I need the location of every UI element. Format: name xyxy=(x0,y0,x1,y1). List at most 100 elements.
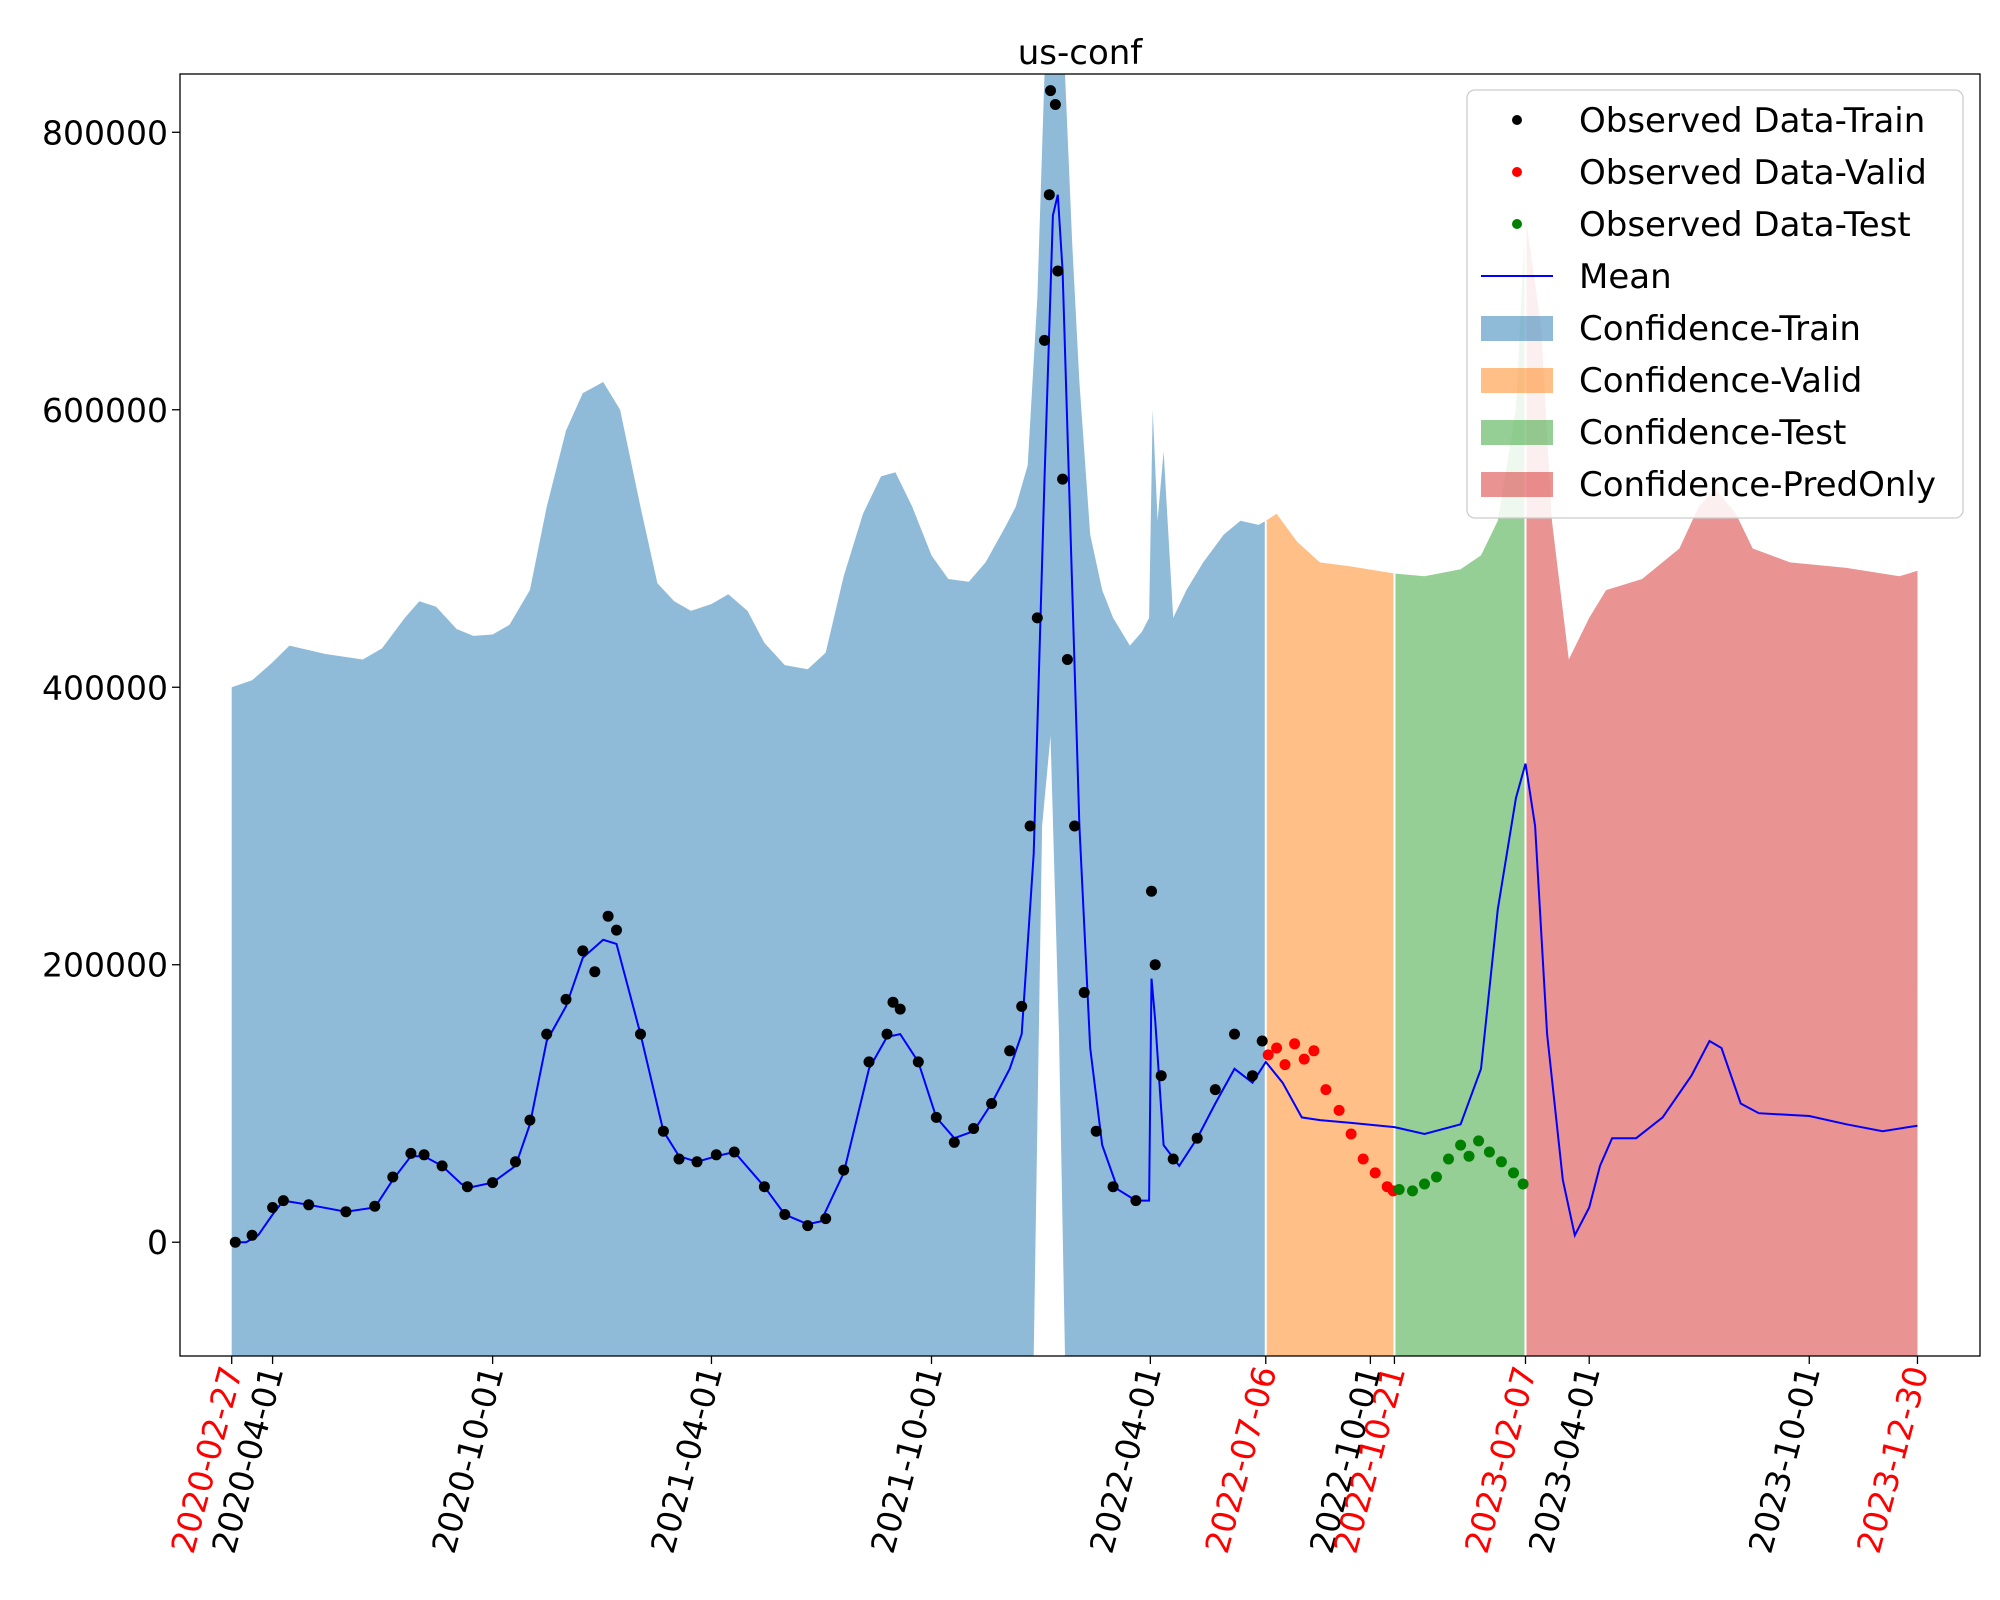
train-point xyxy=(1229,1028,1240,1040)
valid-point xyxy=(1308,1045,1320,1057)
legend-item: Confidence-Train xyxy=(1481,309,1861,349)
test-point xyxy=(1483,1146,1495,1158)
confidence-valid-band xyxy=(1265,513,1395,1356)
legend-item: Confidence-Valid xyxy=(1481,361,1862,401)
train-point xyxy=(635,1028,646,1040)
legend-label: Observed Data-Valid xyxy=(1579,153,1927,193)
x-tick-label: 2023-12-30 xyxy=(1849,1362,1936,1557)
train-point xyxy=(1191,1132,1203,1144)
train-point xyxy=(986,1098,998,1109)
train-point xyxy=(912,1056,924,1068)
train-point xyxy=(369,1200,381,1212)
train-point xyxy=(710,1149,722,1161)
x-tick-label: 2021-10-01 xyxy=(863,1362,950,1557)
train-point xyxy=(1256,1035,1268,1047)
train-point xyxy=(881,1028,893,1040)
train-point xyxy=(418,1149,430,1161)
confidence-train-band xyxy=(231,74,1266,1356)
train-point xyxy=(589,966,601,978)
train-point xyxy=(436,1160,448,1172)
valid-point xyxy=(1357,1153,1369,1165)
train-point xyxy=(1045,85,1056,97)
train-point xyxy=(968,1123,980,1134)
train-point xyxy=(577,945,589,957)
confidence-bands xyxy=(231,74,1918,1356)
test-point xyxy=(1455,1139,1467,1151)
legend-swatch xyxy=(1481,316,1553,341)
test-point xyxy=(1495,1156,1507,1168)
train-point xyxy=(1049,99,1061,110)
test-point xyxy=(1473,1135,1485,1147)
train-point xyxy=(246,1229,258,1241)
train-point xyxy=(673,1153,685,1165)
train-point xyxy=(229,1236,241,1248)
test-point xyxy=(1419,1178,1430,1190)
train-point xyxy=(1107,1181,1119,1193)
train-point xyxy=(1061,654,1073,665)
train-point xyxy=(1069,820,1081,832)
train-point xyxy=(1052,265,1064,277)
train-point xyxy=(340,1206,352,1218)
train-point xyxy=(887,996,899,1008)
legend-marker xyxy=(1512,167,1522,177)
train-point xyxy=(487,1177,499,1189)
train-point xyxy=(1149,959,1161,971)
train-point xyxy=(277,1195,289,1207)
train-point xyxy=(894,1003,906,1015)
train-point xyxy=(863,1056,875,1068)
valid-point xyxy=(1289,1038,1301,1050)
train-point xyxy=(541,1028,553,1040)
legend-swatch xyxy=(1481,420,1553,445)
train-point xyxy=(838,1164,850,1176)
test-point xyxy=(1393,1184,1405,1195)
train-point xyxy=(560,993,572,1005)
legend-label: Confidence-PredOnly xyxy=(1579,465,1936,505)
train-point xyxy=(728,1146,740,1158)
train-point xyxy=(820,1213,832,1225)
legend-label: Observed Data-Test xyxy=(1579,205,1911,245)
y-axis: 0 200000 400000 600000 800000 xyxy=(42,113,180,1262)
legend-label: Mean xyxy=(1579,257,1672,297)
valid-point xyxy=(1279,1059,1291,1071)
train-point xyxy=(1039,334,1050,346)
test-point xyxy=(1508,1167,1519,1179)
train-point xyxy=(657,1125,669,1137)
legend-swatch xyxy=(1481,368,1553,393)
test-point xyxy=(1463,1150,1475,1162)
legend-marker xyxy=(1512,219,1522,229)
legend-item: Confidence-PredOnly xyxy=(1481,465,1936,505)
y-tick-label: 800000 xyxy=(42,113,168,152)
x-tick-label: 2022-07-06 xyxy=(1197,1362,1284,1557)
train-point xyxy=(691,1156,703,1168)
plot-frame xyxy=(179,73,1981,1357)
train-point xyxy=(948,1136,960,1148)
test-point xyxy=(1443,1153,1454,1165)
x-tick-label: 2022-04-01 xyxy=(1082,1362,1169,1557)
train-point xyxy=(802,1220,814,1232)
train-point xyxy=(461,1181,473,1193)
train-point xyxy=(779,1209,791,1220)
train-point xyxy=(1031,612,1043,624)
train-point xyxy=(1057,473,1069,485)
mean-line xyxy=(231,194,1918,1244)
train-point xyxy=(602,910,614,922)
train-point xyxy=(1130,1195,1142,1207)
test-point xyxy=(1431,1171,1442,1183)
x-tick-label: 2021-04-01 xyxy=(643,1362,730,1557)
x-tick-label: 2020-10-01 xyxy=(424,1362,511,1557)
legend-item: Mean xyxy=(1481,257,1672,297)
train-point xyxy=(303,1199,315,1211)
legend-marker xyxy=(1512,115,1522,125)
legend-swatch xyxy=(1481,472,1553,497)
train-point xyxy=(1167,1153,1179,1165)
legend-box xyxy=(1466,89,1964,519)
train-point xyxy=(1090,1125,1102,1137)
legend-label: Observed Data-Train xyxy=(1579,101,1925,141)
train-point xyxy=(405,1147,417,1159)
confidence-test-band xyxy=(1394,215,1526,1356)
legend-item: Observed Data-Test xyxy=(1512,205,1911,245)
test-point xyxy=(1407,1185,1418,1197)
